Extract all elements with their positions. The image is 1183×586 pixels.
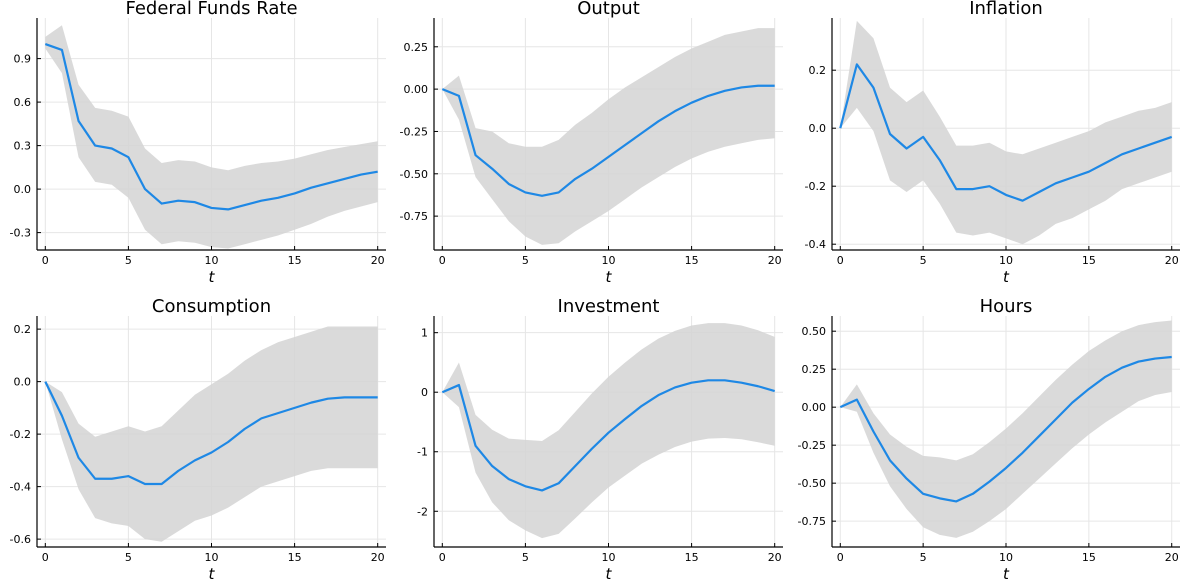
x-tick-label: 0 bbox=[42, 254, 49, 267]
y-tick-label: -0.75 bbox=[798, 515, 826, 528]
y-tick-label: -1 bbox=[417, 446, 428, 459]
y-tick-label: 0.50 bbox=[802, 325, 827, 338]
x-tick-label: 5 bbox=[920, 551, 927, 564]
panel-title: Federal Funds Rate bbox=[125, 0, 297, 19]
panel-title: Hours bbox=[980, 296, 1033, 317]
confidence-band bbox=[442, 323, 775, 539]
x-tick-label: 0 bbox=[837, 254, 844, 267]
x-tick-label: 0 bbox=[42, 551, 49, 564]
response-line bbox=[839, 63, 1173, 202]
x-axis-label: t bbox=[606, 268, 613, 286]
x-tick-label: 20 bbox=[768, 254, 782, 267]
y-tick-label: 1 bbox=[421, 327, 428, 340]
y-tick-label: -0.3 bbox=[10, 227, 31, 240]
x-tick-label: 15 bbox=[685, 551, 699, 564]
x-tick-label: 5 bbox=[125, 551, 132, 564]
panel-3: 0 5 10 15 20 -0.6 -0.4 -0.2 0.0 0.2 Consumption t bbox=[10, 296, 386, 583]
x-tick-label: 10 bbox=[999, 254, 1013, 267]
y-tick-label: 0.25 bbox=[404, 41, 429, 54]
x-tick-label: 10 bbox=[602, 254, 616, 267]
response-line bbox=[44, 43, 378, 211]
x-tick-label: 0 bbox=[837, 551, 844, 564]
x-axis-label: t bbox=[1003, 268, 1010, 286]
confidence-band bbox=[840, 320, 1172, 538]
x-axis-label: t bbox=[606, 565, 613, 583]
y-tick-label: -0.50 bbox=[400, 168, 428, 181]
y-tick-label: 0.00 bbox=[802, 401, 827, 414]
x-tick-label: 5 bbox=[522, 254, 529, 267]
confidence-band bbox=[45, 326, 378, 542]
x-axis-label: t bbox=[1003, 565, 1010, 583]
x-tick-label: 5 bbox=[522, 551, 529, 564]
x-tick-label: 15 bbox=[1082, 254, 1096, 267]
panel-0: 0 5 10 15 20 -0.3 0.0 0.3 0.6 0.9 Federal Funds Ra… bbox=[10, 0, 386, 286]
panel-title: Consumption bbox=[152, 296, 271, 317]
x-tick-label: 20 bbox=[371, 254, 385, 267]
x-tick-label: 15 bbox=[288, 254, 302, 267]
x-axis-label: t bbox=[209, 565, 216, 583]
panel-title: Output bbox=[577, 0, 640, 19]
y-tick-label: 0.6 bbox=[14, 96, 32, 109]
x-tick-label: 15 bbox=[288, 551, 302, 564]
y-tick-label: -0.25 bbox=[798, 439, 826, 452]
panel-5: 0 5 10 15 20 -0.75 -0.50 -0.25 0.00 0.25 0.50 Hours… bbox=[798, 296, 1180, 583]
x-axis-label: t bbox=[209, 268, 216, 286]
y-tick-label: 0.9 bbox=[14, 53, 32, 66]
response-line bbox=[441, 84, 775, 197]
x-tick-label: 5 bbox=[920, 254, 927, 267]
panel-2: 0 5 10 15 20 -0.4 -0.2 0.0 0.2 Inflation t bbox=[805, 0, 1180, 286]
x-tick-label: 0 bbox=[439, 254, 446, 267]
y-tick-label: 0.2 bbox=[809, 64, 827, 77]
confidence-band bbox=[840, 20, 1172, 245]
x-tick-label: 15 bbox=[1082, 551, 1096, 564]
panel-title: Investment bbox=[558, 296, 660, 317]
panel-1: 0 5 10 15 20 -0.75 -0.50 -0.25 0.00 0.25 Output t bbox=[400, 0, 783, 286]
y-tick-label: 0.25 bbox=[802, 363, 827, 376]
x-tick-label: 0 bbox=[439, 551, 446, 564]
x-tick-label: 20 bbox=[371, 551, 385, 564]
y-tick-label: -0.2 bbox=[805, 180, 826, 193]
y-tick-label: 0.00 bbox=[404, 83, 429, 96]
x-tick-label: 20 bbox=[768, 551, 782, 564]
y-tick-label: -0.75 bbox=[400, 210, 428, 223]
x-tick-label: 15 bbox=[685, 254, 699, 267]
y-tick-label: -0.4 bbox=[10, 481, 31, 494]
response-line bbox=[839, 355, 1172, 503]
y-tick-label: 0.0 bbox=[14, 376, 32, 389]
x-tick-label: 20 bbox=[1165, 254, 1179, 267]
y-tick-label: -0.50 bbox=[798, 477, 826, 490]
y-tick-label: -0.25 bbox=[400, 125, 428, 138]
panel-title: Inflation bbox=[969, 0, 1043, 19]
x-tick-label: 5 bbox=[125, 254, 132, 267]
x-tick-label: 10 bbox=[205, 254, 219, 267]
response-line bbox=[44, 381, 378, 486]
x-tick-label: 20 bbox=[1165, 551, 1179, 564]
y-tick-label: -0.4 bbox=[805, 238, 826, 251]
confidence-band bbox=[442, 28, 775, 245]
response-line bbox=[441, 379, 775, 492]
x-tick-label: 10 bbox=[602, 551, 616, 564]
x-tick-label: 10 bbox=[205, 551, 219, 564]
y-tick-label: 0 bbox=[421, 386, 428, 399]
y-tick-label: -0.2 bbox=[10, 428, 31, 441]
y-tick-label: -0.6 bbox=[10, 533, 31, 546]
y-tick-label: 0.0 bbox=[14, 183, 32, 196]
panel-4: 0 5 10 15 20 -2 -1 0 1 Investment t bbox=[417, 296, 783, 583]
y-tick-label: -2 bbox=[417, 505, 428, 518]
x-tick-label: 10 bbox=[999, 551, 1013, 564]
y-tick-label: 0.2 bbox=[14, 323, 32, 336]
y-tick-label: 0.0 bbox=[809, 122, 827, 135]
y-tick-label: 0.3 bbox=[14, 140, 32, 153]
